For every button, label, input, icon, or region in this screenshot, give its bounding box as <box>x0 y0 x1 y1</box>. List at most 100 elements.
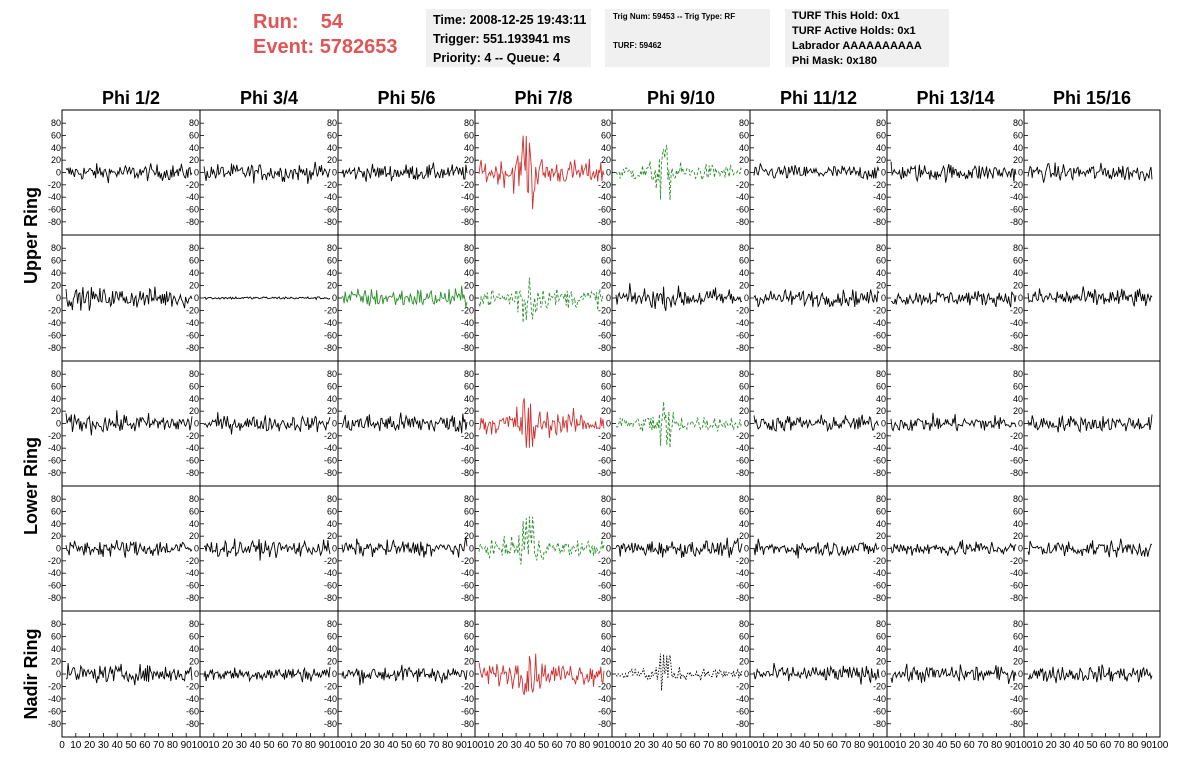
y-tick-label: 0 <box>881 419 886 429</box>
y-tick-label: -60 <box>736 581 749 591</box>
waveform-panel: -80 -60 -40 -20 0 20 40 60 80 <box>48 485 201 612</box>
trig-line: Trig Num: 59453 -- Trig Type: RF <box>613 12 736 21</box>
y-tick-label: -40 <box>736 568 749 578</box>
y-tick-label: 80 <box>739 369 749 379</box>
y-tick-label: 60 <box>327 131 337 141</box>
y-tick-label: 40 <box>739 268 749 278</box>
y-tick-label: -20 <box>598 180 611 190</box>
y-tick-label: -20 <box>736 305 749 315</box>
ring-label: Lower Ring <box>21 437 41 535</box>
waveform-panel: -80 -60 -40 -20 0 20 40 60 80 <box>1010 360 1161 487</box>
y-tick-label: 80 <box>189 369 199 379</box>
y-tick-label: 60 <box>327 382 337 392</box>
y-tick-label: 60 <box>1013 131 1023 141</box>
y-tick-label: -80 <box>461 468 474 478</box>
y-tick-label: -80 <box>186 468 199 478</box>
x-tick-label: 60 <box>827 740 839 751</box>
waveform-panel: -80 -60 -40 -20 0 20 40 60 80 <box>873 109 1025 236</box>
y-tick-label: 80 <box>876 243 886 253</box>
y-tick-label: 40 <box>739 394 749 404</box>
y-tick-label: 60 <box>876 256 886 266</box>
x-tick-label: 20 <box>1046 740 1058 751</box>
y-tick-label: -60 <box>186 581 199 591</box>
y-tick-label: -20 <box>736 431 749 441</box>
waveform-trace <box>203 538 331 561</box>
y-tick-label: -80 <box>873 217 886 227</box>
y-tick-label: -80 <box>186 343 199 353</box>
y-tick-label: 40 <box>327 394 337 404</box>
y-tick-label: -80 <box>186 593 199 603</box>
y-tick-label: -80 <box>48 719 61 729</box>
y-tick-label: 0 <box>194 669 199 679</box>
x-tick-label: 100 <box>604 740 621 751</box>
x-tick-label: 50 <box>1086 740 1098 751</box>
x-tick-label: 70 <box>840 740 852 751</box>
y-tick-label: 40 <box>876 519 886 529</box>
y-tick-label: 20 <box>601 281 611 291</box>
x-tick-label: 50 <box>263 740 275 751</box>
panel-frame <box>749 610 888 738</box>
y-tick-label: -20 <box>598 681 611 691</box>
y-tick-label: -40 <box>598 694 611 704</box>
waveform-trace <box>753 414 880 433</box>
y-tick-label: 80 <box>876 494 886 504</box>
x-tick-label: 90 <box>1141 740 1153 751</box>
y-tick-label: 40 <box>327 519 337 529</box>
y-tick-label: 80 <box>327 494 337 504</box>
waveform-trace <box>65 163 193 184</box>
waveform-trace <box>1027 414 1153 434</box>
x-tick-label: 80 <box>717 740 729 751</box>
y-tick-label: -40 <box>461 443 474 453</box>
waveform-panel: -80 -60 -40 -20 0 20 40 60 80 <box>48 109 201 236</box>
y-tick-label: 20 <box>189 531 199 541</box>
y-tick-label: 60 <box>1013 256 1023 266</box>
priority-line: Priority: 4 -- Queue: 4 <box>433 51 561 65</box>
x-tick-label: 80 <box>854 740 866 751</box>
y-tick-label: 20 <box>1013 406 1023 416</box>
y-tick-label: -60 <box>1010 706 1023 716</box>
waveform-panel: -80 -60 -40 -20 0 20 40 60 80 <box>324 485 476 612</box>
turf-info-box: TURF This Hold: 0x1 TURF Active Holds: 0… <box>785 9 949 67</box>
y-tick-label: -80 <box>1010 593 1023 603</box>
y-tick-label: -60 <box>736 330 749 340</box>
y-tick-label: -80 <box>186 719 199 729</box>
y-tick-label: -60 <box>1010 205 1023 215</box>
y-tick-label: 0 <box>744 419 749 429</box>
waveform-trace <box>615 144 743 201</box>
y-tick-label: 0 <box>56 168 61 178</box>
x-tick-label: 30 <box>923 740 935 751</box>
y-tick-label: -40 <box>324 318 337 328</box>
y-tick-label: 80 <box>601 118 611 128</box>
panel-frame <box>1023 109 1161 236</box>
y-tick-label: 60 <box>189 507 199 517</box>
y-tick-label: 60 <box>327 507 337 517</box>
y-tick-label: 20 <box>739 657 749 667</box>
waveform-trace <box>65 539 193 558</box>
y-tick-label: 0 <box>881 544 886 554</box>
y-tick-label: 0 <box>469 669 474 679</box>
x-tick-label: 20 <box>360 740 372 751</box>
x-tick-label: 10 <box>895 740 907 751</box>
y-tick-label: -40 <box>186 192 199 202</box>
y-tick-label: 60 <box>876 507 886 517</box>
y-tick-label: -40 <box>186 568 199 578</box>
y-tick-label: 80 <box>189 494 199 504</box>
y-tick-label: -40 <box>736 192 749 202</box>
y-tick-label: 80 <box>51 243 61 253</box>
y-tick-label: 60 <box>1013 632 1023 642</box>
x-tick-label: 60 <box>415 740 427 751</box>
y-tick-label: 80 <box>327 369 337 379</box>
y-tick-label: -60 <box>48 581 61 591</box>
column-label: Phi 11/12 <box>780 88 857 108</box>
y-tick-label: -40 <box>873 694 886 704</box>
waveform-trace <box>890 663 1017 685</box>
x-tick-label: 50 <box>401 740 413 751</box>
y-tick-label: -60 <box>873 330 886 340</box>
y-tick-label: -60 <box>48 706 61 716</box>
x-tick-label: 80 <box>167 740 179 751</box>
y-tick-label: 20 <box>464 281 474 291</box>
y-tick-label: -40 <box>48 318 61 328</box>
